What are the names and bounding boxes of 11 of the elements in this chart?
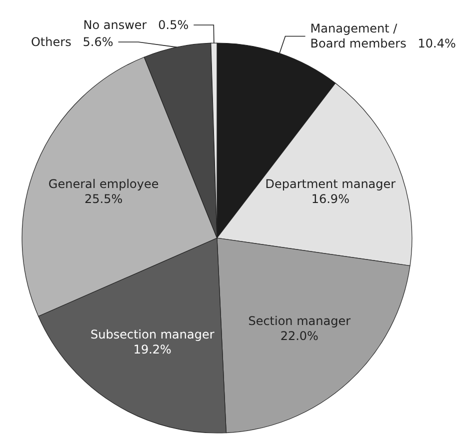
data-label: 19.2%	[133, 342, 172, 357]
data-label: 22.0%	[280, 329, 318, 344]
slice-label: Management / Board members 10.4%	[310, 22, 456, 51]
slice-label: Department manager	[265, 177, 396, 192]
slice-label: Section manager	[248, 314, 351, 328]
slice-label: General employee	[48, 177, 159, 192]
slice-label: No answer 0.5%	[83, 18, 189, 32]
data-label: 16.9%	[311, 192, 350, 206]
data-label: 25.5%	[84, 192, 123, 206]
slice-label: Subsection manager	[90, 328, 214, 342]
slice-label: Others 5.6%	[30, 35, 114, 50]
